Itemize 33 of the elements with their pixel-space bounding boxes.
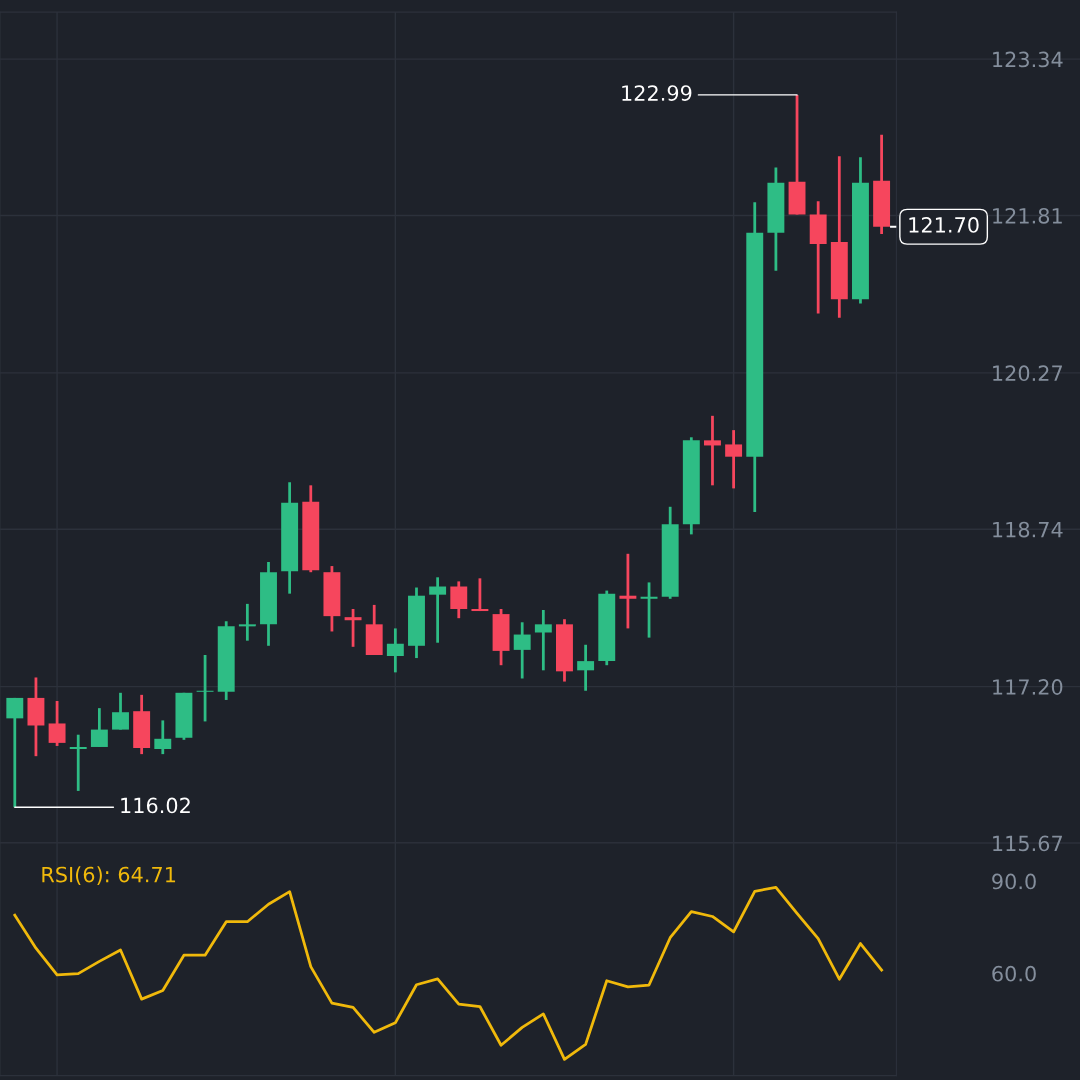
candlestick: [90, 706, 108, 749]
candlestick: [534, 608, 552, 672]
y-tick-label: 120.27: [993, 365, 1062, 382]
y-tick-label: 117.20: [993, 679, 1063, 695]
annotation: 122.99: [622, 85, 692, 101]
candlestick: [429, 575, 447, 645]
line-series: [13, 885, 883, 1061]
y-tick-label: 60.0: [992, 965, 1036, 982]
candlestick: [704, 414, 721, 487]
candlestick: [344, 607, 362, 649]
text: RSI(6): 64.71: [42, 866, 176, 885]
ref-line-label: 121.70: [909, 217, 979, 233]
candlestick: [112, 691, 129, 731]
candlestick: [450, 580, 468, 620]
candlestick: [386, 627, 404, 674]
candlestick: [6, 696, 24, 809]
y-tick-label: 115.67: [993, 835, 1062, 852]
candlestick: [154, 719, 172, 756]
candlestick: [640, 581, 658, 639]
annotation: 116.02: [121, 797, 190, 814]
candlestick: [69, 733, 87, 793]
y-tick-label: 118.74: [993, 521, 1063, 538]
y-tick-label: 121.81: [993, 207, 1062, 224]
y-tick-label: 90.0: [992, 873, 1036, 890]
candlestick: [513, 620, 531, 680]
candlestick: [471, 576, 489, 613]
candlestick: [619, 552, 637, 630]
candlestick: [48, 699, 66, 748]
candlestick: [577, 643, 595, 693]
candlestick: [725, 428, 743, 490]
y-tick-label: 123.34: [993, 51, 1063, 68]
candlestick: [196, 653, 214, 723]
candlestick: [238, 602, 256, 643]
